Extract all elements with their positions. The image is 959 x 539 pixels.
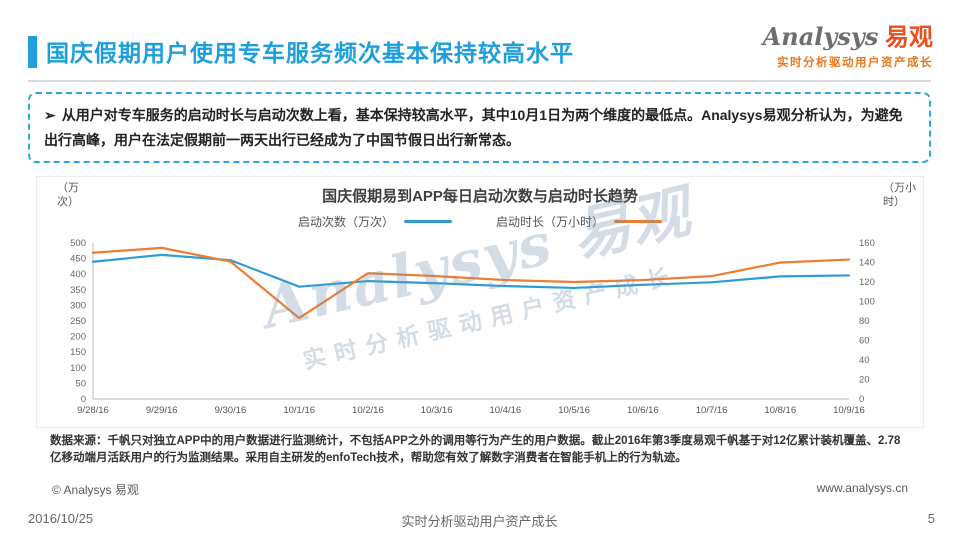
svg-text:10/4/16: 10/4/16	[490, 405, 522, 416]
svg-text:9/30/16: 9/30/16	[215, 405, 247, 416]
svg-text:400: 400	[70, 269, 86, 280]
header-divider	[28, 80, 931, 82]
svg-text:40: 40	[859, 355, 870, 366]
svg-text:20: 20	[859, 375, 870, 386]
title-accent-bar	[28, 36, 37, 68]
trend-line-chart: 5004504003503002502001501005001601401201…	[70, 238, 875, 416]
analysys-logo: Analysys 易观 实时分析驱动用户资产成长	[762, 22, 933, 70]
svg-text:450: 450	[70, 254, 86, 265]
svg-text:300: 300	[70, 300, 86, 311]
page-number: 5	[927, 511, 935, 526]
copyright-row: © Analysys 易观 www.analysys.cn	[52, 481, 908, 498]
svg-text:80: 80	[859, 316, 870, 327]
summary-callout-box: ➢ 从用户对专车服务的启动时长与启动次数上看，基本保持较高水平，其中10月1日为两…	[28, 92, 931, 163]
chart-title: 国庆假期易到APP每日启动次数与启动时长趋势	[322, 188, 638, 205]
logo-text-cn: 易观	[885, 24, 933, 51]
logo-wordmark: Analysys 易观	[762, 22, 933, 51]
svg-text:250: 250	[70, 316, 86, 327]
svg-text:50: 50	[75, 378, 86, 389]
legend-item-launch-duration: 启动时长（万小时）	[496, 213, 663, 230]
svg-text:100: 100	[859, 297, 875, 308]
svg-text:10/7/16: 10/7/16	[696, 405, 728, 416]
legend-line-sample-orange	[614, 220, 663, 223]
svg-text:9/29/16: 9/29/16	[146, 405, 178, 416]
left-axis-unit-label: （万次）	[57, 182, 79, 209]
right-axis-unit-label: （万小时）	[883, 182, 916, 209]
svg-text:0: 0	[859, 394, 864, 405]
svg-text:150: 150	[70, 347, 86, 358]
svg-text:10/6/16: 10/6/16	[627, 405, 659, 416]
legend-line-sample-blue	[404, 220, 452, 223]
footer-slogan: 实时分析驱动用户资产成长	[401, 514, 558, 529]
copyright-text: © Analysys 易观	[52, 483, 139, 497]
svg-text:100: 100	[70, 363, 86, 374]
svg-text:10/1/16: 10/1/16	[283, 405, 315, 416]
svg-text:500: 500	[70, 238, 86, 249]
svg-text:10/3/16: 10/3/16	[421, 405, 453, 416]
slide-footer: 2016/10/25 实时分析驱动用户资产成长 5	[0, 509, 959, 533]
svg-text:350: 350	[70, 285, 86, 296]
svg-text:120: 120	[859, 277, 875, 288]
svg-text:10/2/16: 10/2/16	[352, 405, 384, 416]
chart-legend: 启动次数（万次） 启动时长（万小时）	[37, 213, 923, 230]
logo-text-en: Analysys	[762, 22, 879, 51]
chart-section: 国庆假期易到APP每日启动次数与启动时长趋势 （万次） （万小时） 启动次数（万…	[36, 176, 924, 428]
svg-text:10/5/16: 10/5/16	[558, 405, 590, 416]
svg-text:0: 0	[81, 394, 86, 405]
legend-item-launch-count: 启动次数（万次）	[298, 213, 452, 230]
page-title: 国庆假期用户使用专车服务频次基本保持较高水平	[46, 40, 574, 66]
svg-text:10/9/16: 10/9/16	[833, 405, 865, 416]
legend-label: 启动时长（万小时）	[496, 215, 605, 229]
legend-label: 启动次数（万次）	[297, 215, 394, 229]
arrow-bullet-icon: ➢	[44, 107, 56, 123]
svg-text:160: 160	[859, 238, 875, 249]
data-source-note: 数据来源：千帆只对独立APP中的用户数据进行监测统计，不包括APP之外的调用等行…	[50, 435, 901, 465]
svg-text:9/28/16: 9/28/16	[77, 405, 109, 416]
summary-text: 从用户对专车服务的启动时长与启动次数上看，基本保持较高水平，其中10月1日为两个…	[44, 107, 903, 148]
svg-text:200: 200	[70, 332, 86, 343]
footer-date: 2016/10/25	[28, 511, 94, 526]
svg-text:60: 60	[859, 336, 870, 347]
svg-text:140: 140	[859, 258, 875, 269]
website-link[interactable]: www.analysys.cn	[816, 481, 908, 495]
logo-tagline: 实时分析驱动用户资产成长	[777, 57, 933, 70]
svg-text:10/8/16: 10/8/16	[764, 405, 796, 416]
